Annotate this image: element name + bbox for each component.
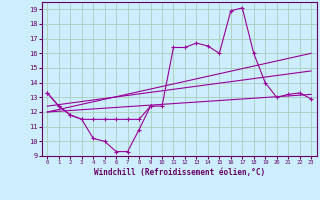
X-axis label: Windchill (Refroidissement éolien,°C): Windchill (Refroidissement éolien,°C) [94,168,265,177]
